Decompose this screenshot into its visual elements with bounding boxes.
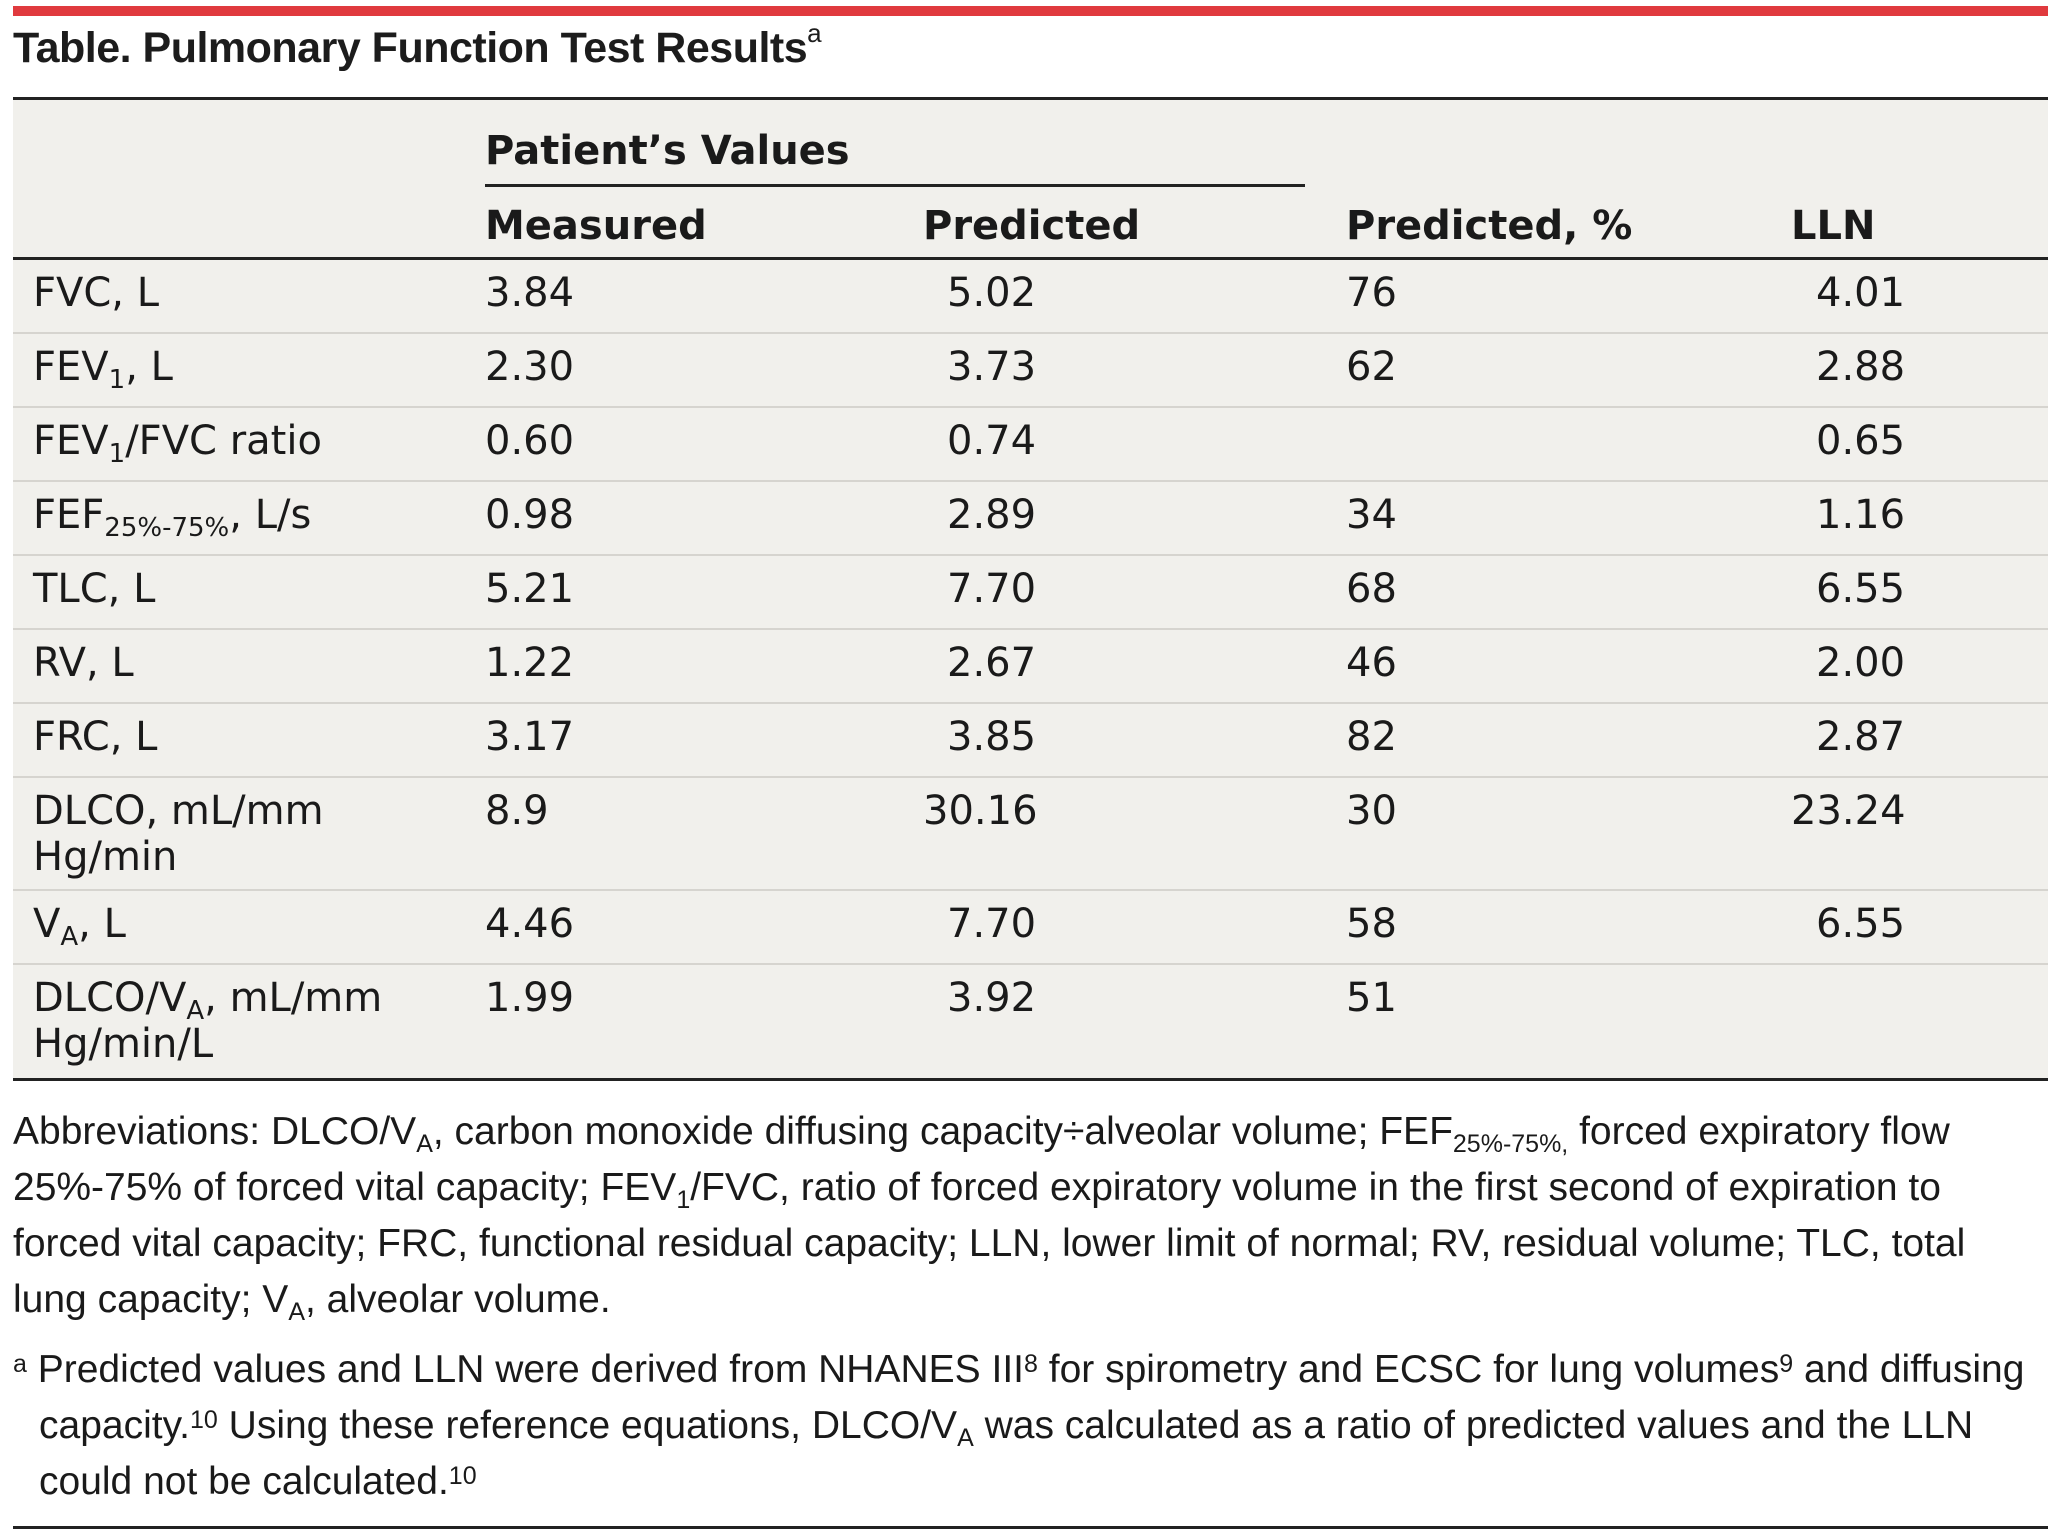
header-measured: Measured [485,203,707,249]
cell-lln: 2.87 [1816,714,1906,760]
cell-measured: 8.9 [485,788,549,834]
header-predicted-pct: Predicted, % [1346,203,1633,249]
row-divider [13,963,2048,965]
cell-lln: 2.88 [1816,344,1906,390]
title-footnote-marker: a [807,18,822,48]
row-label: FEV1, L [33,344,173,395]
header-lln: LLN [1791,203,1876,249]
cell-predicted-pct: 62 [1346,344,1397,390]
row-label: FVC, L [33,270,160,316]
footnote-marker: a [13,1350,27,1378]
header-rule [13,257,2048,260]
cell-predicted: 5.02 [947,270,1037,316]
row-divider [13,889,2048,891]
cell-lln: 2.00 [1816,640,1906,686]
header-group-rule [485,184,1305,187]
abbreviations-footnote: Abbreviations: DLCO/VA, carbon monoxide … [13,1110,1966,1326]
header-patient-values: Patient’s Values [485,128,850,174]
row-divider [13,554,2048,556]
title-rule [13,97,2048,100]
row-label: DLCO/VA, mL/mm Hg/min/L [33,975,383,1067]
table-bottom-rule [13,1078,2048,1081]
cell-predicted-pct: 46 [1346,640,1397,686]
cell-measured: 1.22 [485,640,575,686]
row-label: VA, L [33,901,126,952]
results-table [13,100,2048,1080]
cell-lln: 1.16 [1816,492,1906,538]
cell-predicted: 7.70 [947,901,1037,947]
row-label: DLCO, mL/mm Hg/min [33,788,324,880]
cell-measured: 0.60 [485,418,575,464]
cell-predicted-pct: 76 [1346,270,1397,316]
header-predicted: Predicted [923,203,1141,249]
cell-measured: 3.17 [485,714,575,760]
cell-predicted: 0.74 [947,418,1037,464]
cell-lln: 4.01 [1816,270,1906,316]
cell-measured: 3.84 [485,270,575,316]
row-label: FRC, L [33,714,158,760]
cell-lln: 6.55 [1816,566,1906,612]
row-label: TLC, L [33,566,156,612]
row-divider [13,702,2048,704]
row-divider [13,332,2048,334]
cell-measured: 2.30 [485,344,575,390]
cell-predicted-pct: 34 [1346,492,1397,538]
cell-predicted: 7.70 [947,566,1037,612]
cell-measured: 5.21 [485,566,575,612]
cell-lln: 0.65 [1816,418,1906,464]
cell-predicted: 2.67 [947,640,1037,686]
row-label: RV, L [33,640,134,686]
row-label: FEV1/FVC ratio [33,418,322,469]
cell-predicted: 3.92 [947,975,1037,1021]
top-accent-bar [13,6,2048,16]
predicted-values-footnote: a Predicted values and LLN were derived … [13,1348,2025,1503]
row-divider [13,628,2048,630]
cell-predicted-pct: 58 [1346,901,1397,947]
row-divider [13,406,2048,408]
cell-predicted: 2.89 [947,492,1037,538]
cell-predicted: 3.85 [947,714,1037,760]
cell-predicted: 3.73 [947,344,1037,390]
footnote-bottom-rule [13,1526,2048,1529]
cell-predicted-pct: 82 [1346,714,1397,760]
cell-measured: 4.46 [485,901,575,947]
cell-measured: 1.99 [485,975,575,1021]
cell-lln: 23.24 [1791,788,1906,834]
cell-measured: 0.98 [485,492,575,538]
cell-predicted-pct: 68 [1346,566,1397,612]
cell-predicted-pct: 51 [1346,975,1397,1021]
cell-predicted-pct: 30 [1346,788,1397,834]
row-label: FEF25%-75%, L/s [33,492,312,543]
cell-lln: 6.55 [1816,901,1906,947]
cell-predicted: 30.16 [923,788,1038,834]
row-divider [13,480,2048,482]
table-title: Table. Pulmonary Function Test Resultsa [13,18,822,72]
row-divider [13,776,2048,778]
